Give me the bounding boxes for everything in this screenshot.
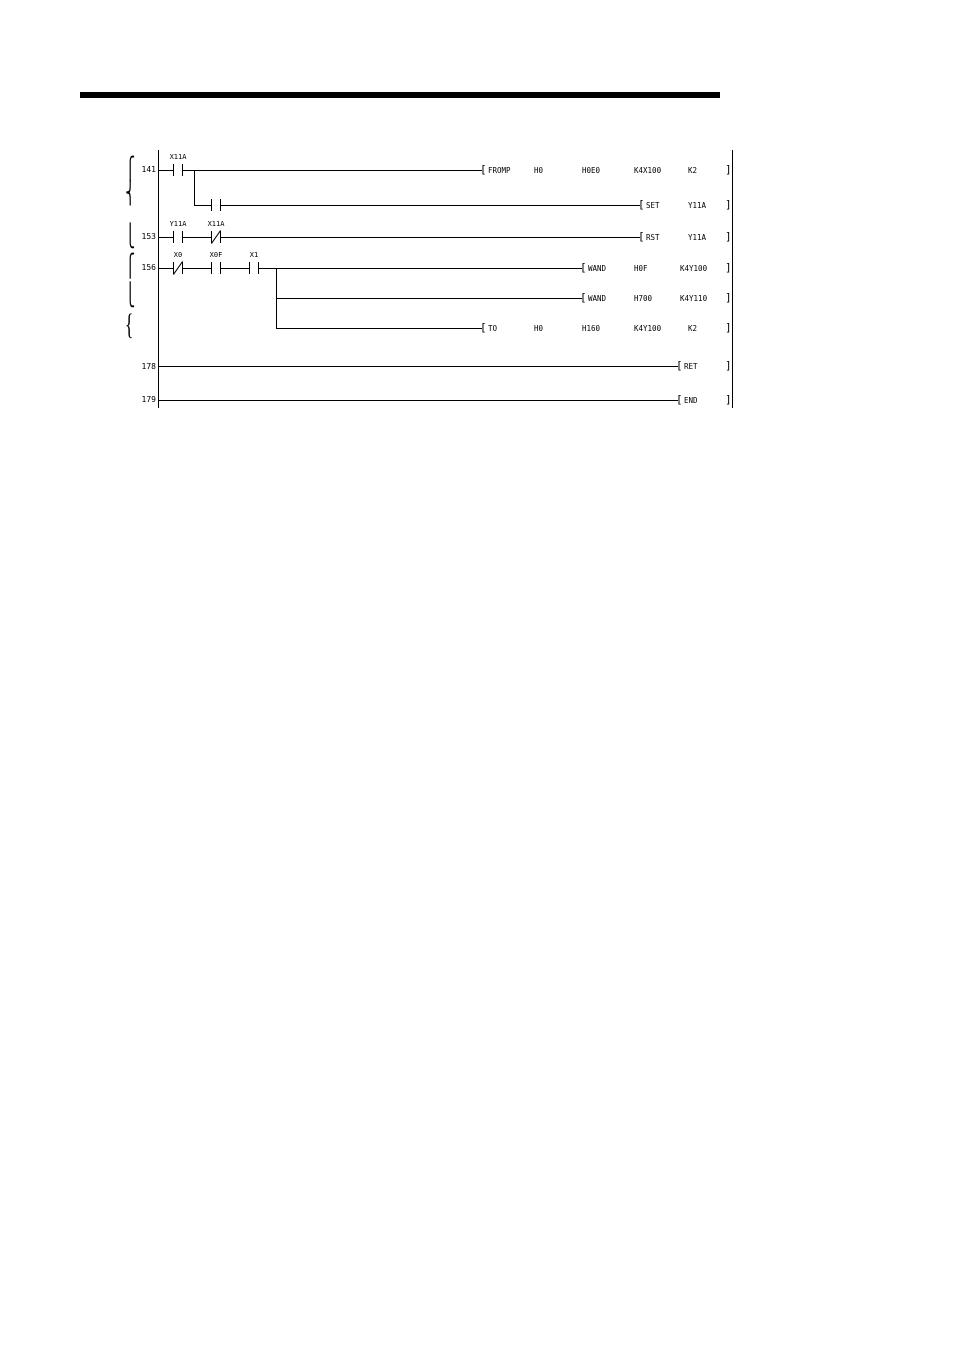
rung-line xyxy=(276,298,582,299)
bracket-open-icon: [ xyxy=(580,261,587,274)
instr-op: SET xyxy=(646,201,660,210)
contact-label: X11A xyxy=(163,153,193,161)
rung-line xyxy=(186,170,482,171)
instr-op: RET xyxy=(684,362,698,371)
contact-no xyxy=(208,199,224,211)
instr-param: H700 xyxy=(634,294,652,303)
step-number: 178 xyxy=(130,362,156,371)
bracket-open-icon: [ xyxy=(638,198,645,211)
bracket-close-icon: ] xyxy=(725,359,732,372)
bracket-open-icon: [ xyxy=(676,393,683,406)
bracket-open-icon: [ xyxy=(676,359,683,372)
brace-icon: ⎨ xyxy=(125,182,135,204)
bracket-close-icon: ] xyxy=(725,230,732,243)
brace-icon: ⎧ xyxy=(125,255,135,277)
instr-op: WAND xyxy=(588,294,606,303)
instr-param: K4Y100 xyxy=(634,324,661,333)
contact-no xyxy=(170,231,186,243)
contact-nc xyxy=(170,262,186,274)
instr-op: WAND xyxy=(588,264,606,273)
contact-no xyxy=(170,164,186,176)
bracket-close-icon: ] xyxy=(725,291,732,304)
rung-line xyxy=(158,400,678,401)
rung-line xyxy=(224,205,640,206)
top-rule xyxy=(80,92,720,98)
instr-op: RST xyxy=(646,233,660,242)
brace-icon: { xyxy=(125,310,134,340)
contact-nc xyxy=(208,231,224,243)
instr-op: FROMP xyxy=(488,166,511,175)
bracket-close-icon: ] xyxy=(725,261,732,274)
contact-label: X0 xyxy=(163,251,193,259)
bracket-open-icon: [ xyxy=(638,230,645,243)
rung-line xyxy=(158,366,678,367)
ladder-diagram: 141 153 156 178 179 ⎧ ⎨ ⎩ ⎧ ⎩ { X11A [ F… xyxy=(130,150,740,410)
bracket-open-icon: [ xyxy=(580,291,587,304)
bracket-close-icon: ] xyxy=(725,321,732,334)
bracket-open-icon: [ xyxy=(480,163,487,176)
instr-param: H0E0 xyxy=(582,166,600,175)
instr-param: Y11A xyxy=(688,201,706,210)
bracket-open-icon: [ xyxy=(480,321,487,334)
contact-no xyxy=(246,262,262,274)
instr-param: K2 xyxy=(688,324,697,333)
step-number: 179 xyxy=(130,395,156,404)
right-power-rail xyxy=(732,150,733,408)
instr-op: TO xyxy=(488,324,497,333)
contact-label: X1 xyxy=(239,251,269,259)
instr-op: END xyxy=(684,396,698,405)
brace-icon: ⎧ xyxy=(125,158,135,180)
instr-param: K4Y100 xyxy=(680,264,707,273)
instr-param: Y11A xyxy=(688,233,706,242)
bracket-close-icon: ] xyxy=(725,393,732,406)
brace-icon: ⎩ xyxy=(125,284,135,306)
rung-line xyxy=(224,237,640,238)
bracket-close-icon: ] xyxy=(725,198,732,211)
left-power-rail xyxy=(158,150,159,408)
instr-param: H0F xyxy=(634,264,648,273)
instr-param: H0 xyxy=(534,324,543,333)
instr-param: K4Y110 xyxy=(680,294,707,303)
brace-icon: ⎩ xyxy=(125,225,135,247)
instr-param: K4X100 xyxy=(634,166,661,175)
contact-label: X11A xyxy=(201,220,231,228)
contact-label: Y11A xyxy=(163,220,193,228)
rung-line xyxy=(276,328,482,329)
contact-no xyxy=(208,262,224,274)
instr-param: H0 xyxy=(534,166,543,175)
contact-label: X0F xyxy=(201,251,231,259)
instr-param: K2 xyxy=(688,166,697,175)
rung-line xyxy=(262,268,582,269)
branch-line xyxy=(194,170,195,205)
instr-param: H160 xyxy=(582,324,600,333)
bracket-close-icon: ] xyxy=(725,163,732,176)
